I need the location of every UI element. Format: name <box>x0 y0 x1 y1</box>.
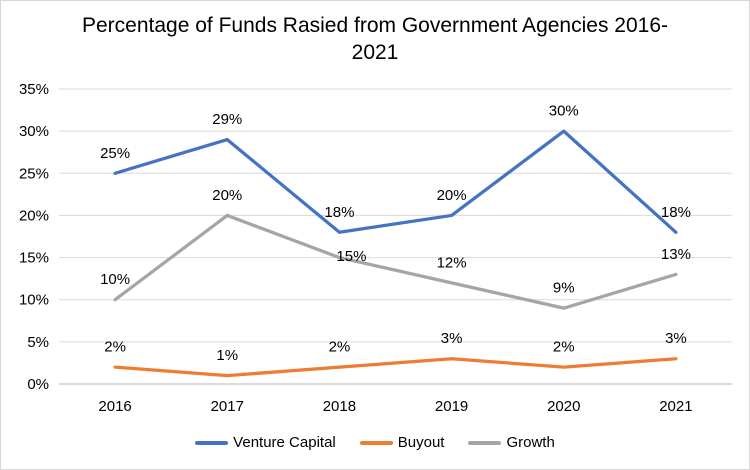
chart-title-line-2: 2021 <box>351 41 399 64</box>
y-axis-tick-label: 0% <box>27 376 49 393</box>
legend-label: Buyout <box>397 434 445 451</box>
data-label: 25% <box>100 145 130 162</box>
chart-legend: Venture Capital Buyout Growth <box>1 433 749 453</box>
chart-title-line-1: Percentage of Funds Rasied from Governme… <box>82 14 668 37</box>
x-axis-tick-label: 2018 <box>323 398 356 415</box>
data-label: 10% <box>100 271 130 288</box>
x-axis-tick-label: 2016 <box>98 398 131 415</box>
data-label: 30% <box>549 103 579 120</box>
x-axis-tick-label: 2020 <box>547 398 580 415</box>
data-label: 2% <box>329 339 351 356</box>
y-axis-tick-label: 20% <box>19 207 49 224</box>
legend-item-buyout: Buyout <box>359 434 445 451</box>
data-label: 3% <box>665 330 687 347</box>
x-axis-tick-label: 2019 <box>435 398 468 415</box>
chart-title: Percentage of Funds Rasied from Governme… <box>1 12 749 66</box>
data-label: 9% <box>553 280 575 297</box>
data-label: 12% <box>437 254 467 271</box>
series-line-venture-capital <box>113 129 678 234</box>
data-label: 18% <box>661 204 691 221</box>
legend-line-swatch <box>195 440 229 445</box>
data-label: 3% <box>441 330 463 347</box>
data-label: 15% <box>336 248 366 265</box>
legend-item-growth: Growth <box>468 434 555 451</box>
data-label: 20% <box>212 187 242 204</box>
legend-label: Venture Capital <box>233 434 336 451</box>
legend-line-swatch <box>359 440 393 445</box>
data-label: 20% <box>437 187 467 204</box>
y-axis-tick-label: 35% <box>19 81 49 98</box>
y-axis-tick-label: 10% <box>19 292 49 309</box>
legend-label: Growth <box>506 434 555 451</box>
data-label: 13% <box>661 246 691 263</box>
legend-item-venture-capital: Venture Capital <box>195 434 336 451</box>
data-label: 2% <box>553 339 575 356</box>
series-line-growth <box>113 213 678 310</box>
y-axis-tick-label: 5% <box>27 334 49 351</box>
data-label: 1% <box>216 347 238 364</box>
series-line-buyout <box>113 357 678 378</box>
x-axis-tick-label: 2021 <box>659 398 692 415</box>
data-label: 18% <box>324 204 354 221</box>
x-axis-tick-label: 2017 <box>211 398 244 415</box>
y-axis-tick-label: 15% <box>19 250 49 267</box>
legend-line-swatch <box>468 440 502 445</box>
y-axis-tick-label: 25% <box>19 165 49 182</box>
data-label: 2% <box>104 339 126 356</box>
y-axis-tick-label: 30% <box>19 123 49 140</box>
data-label: 29% <box>212 111 242 128</box>
